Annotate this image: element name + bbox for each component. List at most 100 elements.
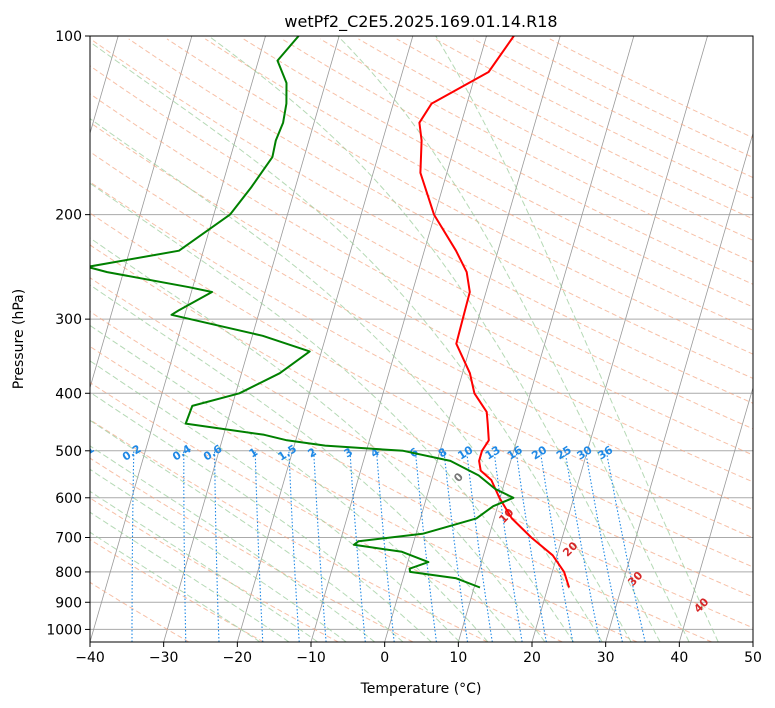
dry-adiabat-line: [90, 65, 753, 430]
y-tick-label: 800: [55, 565, 82, 581]
mixing-ratio-line: [466, 450, 493, 642]
dry-adiabat-line: [90, 497, 339, 642]
moist-adiabat-line: [90, 490, 318, 642]
mixing-ratio-line: [254, 450, 264, 642]
moist-adiabat-label: 20: [560, 539, 580, 559]
mixing-ratio-line: [349, 450, 366, 642]
isotherm-line: [752, 640, 753, 642]
dry-adiabat-line: [549, 38, 753, 139]
dry-adiabat-line: [358, 38, 753, 241]
moist-adiabat-line: [90, 391, 432, 642]
moist-adiabat-line: [90, 324, 489, 642]
mixing-ratio-label: 0.2: [120, 442, 143, 463]
moist-adiabat-line: [90, 445, 376, 642]
mixing-ratio-line: [288, 450, 300, 642]
isotherm-line: [90, 36, 193, 390]
dry-adiabat-line: [90, 181, 753, 539]
moist-adiabat-line: [90, 511, 290, 642]
temperature-profile-line: [418, 36, 571, 588]
mixing-ratio-line: [183, 450, 187, 642]
moist-adiabat-line: [90, 419, 404, 642]
moist-adiabat-line: [90, 237, 546, 642]
y-tick-label: 600: [55, 491, 82, 507]
dry-adiabat-line: [281, 38, 753, 285]
isotherm-line: [457, 36, 635, 642]
mixing-ratio-label: 1: [247, 445, 260, 460]
moist-adiabat-line: [90, 182, 574, 642]
moist-adiabat-line: [90, 41, 632, 642]
mixing-ratio-label: 0.6: [201, 442, 225, 464]
isotherm-line: [236, 36, 414, 642]
x-tick-label: −10: [296, 650, 326, 666]
mixing-ratio-line: [82, 451, 87, 642]
moist-adiabat-line: [435, 36, 719, 642]
x-tick-label: 50: [744, 650, 762, 666]
x-tick-label: 30: [597, 650, 615, 666]
dry-adiabat-line: [90, 457, 414, 642]
mixing-ratio-label: 30: [575, 443, 595, 462]
dry-adiabat-line: [90, 244, 753, 598]
mixing-ratio-line: [584, 450, 623, 642]
x-tick-label: 40: [670, 650, 688, 666]
dry-adiabat-line: [128, 38, 753, 379]
dry-adiabat-line: [90, 93, 753, 456]
mixing-ratio-label: 36: [595, 443, 615, 462]
isotherm-line: [531, 36, 708, 642]
moist-adiabat-line: [208, 36, 661, 642]
mixing-ratio-label: 1.5: [276, 442, 299, 463]
isotherm-line: [90, 36, 266, 642]
dry-adiabat-line: [90, 38, 753, 404]
y-tick-label: 300: [55, 312, 82, 328]
isotherm-line: [163, 36, 340, 642]
mixing-ratio-line: [605, 450, 646, 642]
isotherm-line: [678, 386, 753, 642]
moist-adiabat-line: [337, 36, 690, 642]
y-axis-ticks: 100 200 300 400 500 600 700 800 900 1000: [46, 29, 90, 638]
dry-adiabat-line: [90, 121, 753, 483]
mixing-ratio-line: [493, 450, 523, 642]
y-tick-label: 500: [55, 444, 82, 460]
isotherm-line: [310, 36, 487, 642]
dry-adiabat-line: [434, 38, 753, 199]
isotherm-line: [384, 36, 561, 642]
mixing-ratio-label: 25: [554, 443, 574, 462]
mixing-ratio-label: 2: [305, 445, 318, 460]
dry-adiabat-line: [90, 310, 712, 642]
dewpoint-profile-line: [90, 36, 515, 589]
dry-adiabat-line: [90, 581, 190, 642]
x-tick-label: −20: [223, 650, 253, 666]
dry-adiabat-line: [166, 38, 753, 355]
x-tick-label: −40: [75, 650, 105, 666]
mixing-ratio-line: [313, 450, 327, 642]
dry-adiabat-line: [90, 345, 638, 642]
series-group: [90, 36, 571, 589]
x-tick-label: −30: [149, 650, 179, 666]
mixing-ratio-label: 16: [505, 443, 525, 462]
dry-adiabat-line: [90, 151, 753, 511]
mixing-ratio-line: [414, 450, 437, 642]
y-tick-label: 400: [55, 386, 82, 402]
mixing-ratio-label: 20: [529, 443, 549, 462]
plot-frame: [89, 35, 754, 643]
chart-title: wetPf2_C2E5.2025.169.01.14.R18: [284, 12, 557, 32]
mixing-ratio-line: [375, 450, 395, 642]
mixing-ratio-line: [214, 450, 220, 642]
y-tick-label: 900: [55, 595, 82, 611]
moist-adiabat-line: [90, 468, 347, 642]
dry-adiabat-line: [90, 419, 488, 642]
y-tick-label: 200: [55, 208, 82, 224]
moist-adiabat-label: 40: [691, 595, 711, 615]
x-tick-label: 0: [380, 650, 389, 666]
background-lines: [82, 36, 753, 642]
moist-adiabat-line: [90, 531, 261, 642]
dry-adiabat-line: [90, 538, 264, 642]
x-tick-label: 10: [449, 650, 467, 666]
y-tick-label: 1000: [46, 622, 82, 638]
y-tick-label: 100: [55, 29, 82, 45]
moist-adiabat-line: [90, 118, 603, 642]
dry-adiabat-line: [205, 38, 753, 331]
x-axis-label: Temperature (°C): [360, 681, 482, 697]
mixing-ratio-label: 0.1: [73, 442, 96, 463]
dry-adiabat-line: [319, 38, 753, 263]
